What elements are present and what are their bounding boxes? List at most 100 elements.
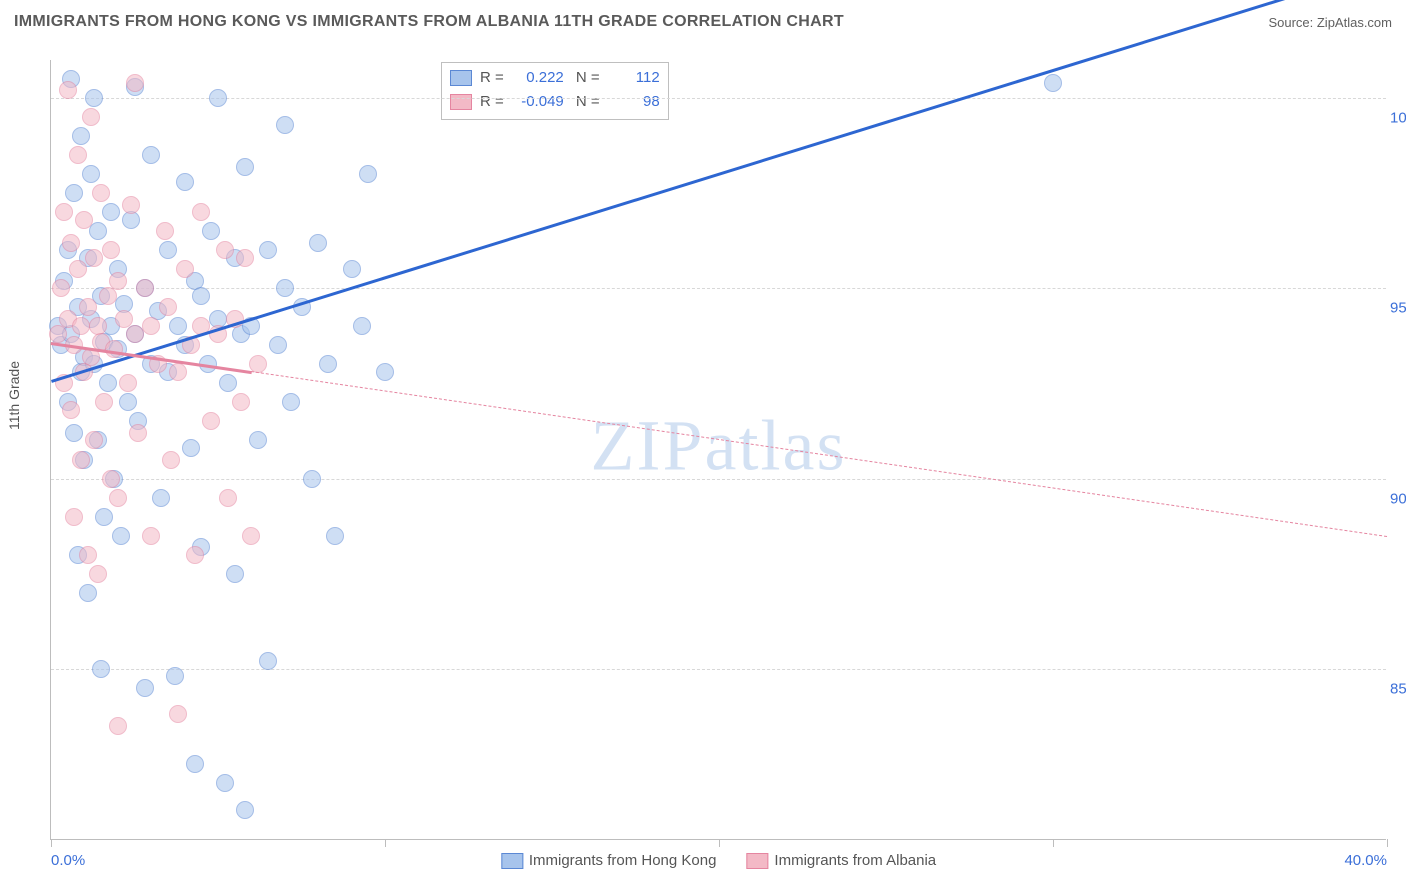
data-point: [236, 801, 254, 819]
data-point: [162, 451, 180, 469]
data-point: [276, 116, 294, 134]
x-tick: [1387, 839, 1388, 847]
data-point: [59, 81, 77, 99]
data-point: [269, 336, 287, 354]
data-point: [82, 108, 100, 126]
r-label: R =: [480, 90, 504, 114]
source-prefix: Source:: [1268, 15, 1316, 30]
data-point: [159, 298, 177, 316]
data-point: [1044, 74, 1062, 92]
data-point: [226, 565, 244, 583]
n-label: N =: [572, 66, 600, 90]
data-point: [75, 211, 93, 229]
data-point: [119, 393, 137, 411]
data-point: [169, 317, 187, 335]
gridline: [51, 98, 1386, 99]
data-point: [62, 401, 80, 419]
data-point: [122, 196, 140, 214]
source-attribution: Source: ZipAtlas.com: [1268, 15, 1392, 30]
data-point: [49, 325, 67, 343]
legend-swatch-0: [501, 853, 523, 869]
data-point: [202, 412, 220, 430]
data-point: [136, 679, 154, 697]
legend-item-0: Immigrants from Hong Kong: [501, 852, 717, 869]
data-point: [92, 660, 110, 678]
data-point: [326, 527, 344, 545]
data-point: [309, 234, 327, 252]
x-tick-label: 40.0%: [1344, 852, 1387, 869]
data-point: [219, 374, 237, 392]
data-point: [85, 249, 103, 267]
correlation-stats-box: R = 0.222 N = 112 R = -0.049 N = 98: [441, 62, 669, 120]
data-point: [92, 184, 110, 202]
data-point: [159, 241, 177, 259]
data-point: [62, 234, 80, 252]
x-tick: [1053, 839, 1054, 847]
data-point: [136, 279, 154, 297]
swatch-series-1: [450, 94, 472, 110]
data-point: [99, 374, 117, 392]
data-point: [85, 431, 103, 449]
gridline: [51, 479, 1386, 480]
x-tick-label: 0.0%: [51, 852, 85, 869]
swatch-series-0: [450, 70, 472, 86]
data-point: [276, 279, 294, 297]
data-point: [72, 451, 90, 469]
data-point: [129, 424, 147, 442]
data-point: [156, 222, 174, 240]
data-point: [69, 260, 87, 278]
data-point: [166, 667, 184, 685]
data-point: [343, 260, 361, 278]
data-point: [72, 127, 90, 145]
gridline: [51, 669, 1386, 670]
data-point: [236, 158, 254, 176]
data-point: [95, 508, 113, 526]
data-point: [126, 325, 144, 343]
data-point: [142, 146, 160, 164]
source-link[interactable]: ZipAtlas.com: [1317, 15, 1392, 30]
data-point: [216, 241, 234, 259]
data-point: [109, 489, 127, 507]
data-point: [89, 565, 107, 583]
data-point: [95, 393, 113, 411]
stats-row-series-1: R = -0.049 N = 98: [450, 90, 660, 114]
gridline: [51, 288, 1386, 289]
n-label: N =: [572, 90, 600, 114]
data-point: [176, 173, 194, 191]
data-point: [249, 431, 267, 449]
legend-item-1: Immigrants from Albania: [746, 852, 936, 869]
data-point: [176, 260, 194, 278]
data-point: [65, 424, 83, 442]
data-point: [192, 287, 210, 305]
data-point: [216, 774, 234, 792]
y-tick-label: 100.0%: [1390, 110, 1406, 127]
data-point: [102, 470, 120, 488]
data-point: [353, 317, 371, 335]
data-point: [319, 355, 337, 373]
data-point: [152, 489, 170, 507]
data-point: [55, 203, 73, 221]
data-point: [142, 317, 160, 335]
data-point: [192, 203, 210, 221]
data-point: [219, 489, 237, 507]
data-point: [169, 705, 187, 723]
data-point: [282, 393, 300, 411]
data-point: [52, 279, 70, 297]
x-tick: [385, 839, 386, 847]
y-axis-label: 11th Grade: [6, 361, 22, 430]
data-point: [79, 584, 97, 602]
data-point: [359, 165, 377, 183]
data-point: [209, 89, 227, 107]
y-tick-label: 95.0%: [1390, 300, 1406, 317]
data-point: [102, 241, 120, 259]
data-point: [119, 374, 137, 392]
data-point: [186, 755, 204, 773]
data-point: [79, 546, 97, 564]
n-value-1: 98: [608, 90, 660, 114]
data-point: [105, 340, 123, 358]
data-point: [169, 363, 187, 381]
y-tick-label: 85.0%: [1390, 680, 1406, 697]
x-tick: [51, 839, 52, 847]
data-point: [109, 272, 127, 290]
data-point: [303, 470, 321, 488]
